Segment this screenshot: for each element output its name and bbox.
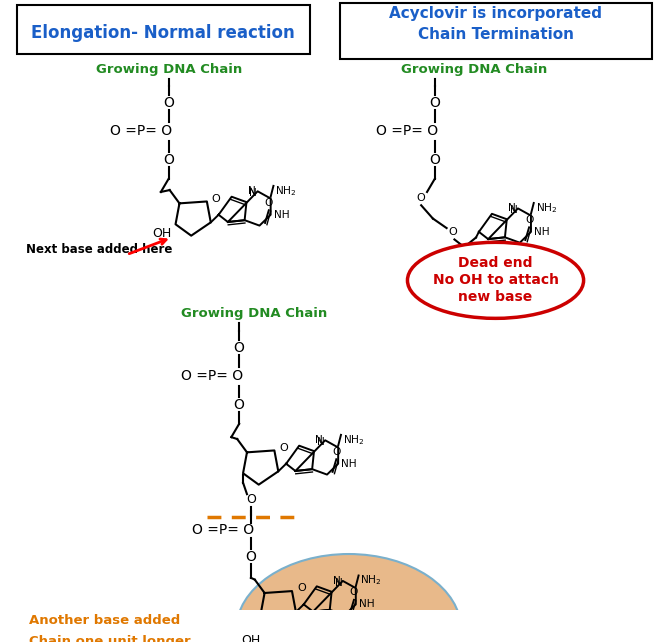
Text: Growing DNA Chain: Growing DNA Chain bbox=[181, 307, 327, 320]
Text: NH: NH bbox=[359, 600, 374, 609]
Text: NH$_2$: NH$_2$ bbox=[275, 184, 297, 198]
Text: Next base added here: Next base added here bbox=[26, 243, 172, 256]
Text: O: O bbox=[212, 194, 221, 204]
Text: O: O bbox=[265, 198, 273, 207]
Text: Another base added: Another base added bbox=[29, 614, 180, 627]
Text: O: O bbox=[163, 96, 174, 110]
Text: NH: NH bbox=[341, 459, 357, 469]
Text: N: N bbox=[317, 437, 325, 447]
Text: N: N bbox=[315, 435, 323, 446]
Text: O: O bbox=[448, 227, 457, 237]
Text: N: N bbox=[248, 186, 256, 196]
FancyBboxPatch shape bbox=[17, 4, 309, 54]
Text: O: O bbox=[279, 442, 288, 453]
Text: NH: NH bbox=[534, 227, 549, 237]
Text: N: N bbox=[509, 204, 516, 213]
FancyBboxPatch shape bbox=[340, 3, 652, 59]
Ellipse shape bbox=[407, 242, 583, 318]
Text: O: O bbox=[234, 341, 244, 355]
Text: Dead end: Dead end bbox=[459, 256, 533, 270]
Text: new base: new base bbox=[459, 290, 533, 304]
Text: Elongation- Normal reaction: Elongation- Normal reaction bbox=[31, 24, 295, 42]
Text: O: O bbox=[163, 153, 174, 167]
Text: NH: NH bbox=[273, 210, 289, 220]
Text: N: N bbox=[333, 576, 341, 586]
Ellipse shape bbox=[237, 554, 461, 642]
Text: O: O bbox=[332, 447, 340, 456]
Text: O: O bbox=[246, 550, 256, 564]
Text: O: O bbox=[297, 583, 306, 593]
Text: Chain one unit longer: Chain one unit longer bbox=[29, 635, 191, 642]
Text: Growing DNA Chain: Growing DNA Chain bbox=[401, 63, 547, 76]
Text: OH: OH bbox=[152, 227, 171, 240]
Text: O =P= O: O =P= O bbox=[193, 523, 254, 537]
Text: O: O bbox=[430, 96, 440, 110]
Text: N: N bbox=[334, 578, 342, 588]
Text: OH: OH bbox=[241, 634, 261, 642]
Text: No OH to attach: No OH to attach bbox=[432, 273, 558, 288]
Text: N: N bbox=[250, 188, 257, 198]
Text: O: O bbox=[417, 193, 426, 203]
Text: O: O bbox=[350, 587, 358, 597]
Text: NH$_2$: NH$_2$ bbox=[535, 201, 557, 215]
Text: O: O bbox=[430, 153, 440, 167]
Text: O: O bbox=[234, 398, 244, 412]
Text: O =P= O: O =P= O bbox=[376, 124, 438, 138]
Text: O: O bbox=[246, 493, 256, 507]
Text: NH$_2$: NH$_2$ bbox=[343, 433, 364, 447]
Text: O =P= O: O =P= O bbox=[181, 369, 243, 383]
Text: Acyclovir is incorporated
Chain Termination: Acyclovir is incorporated Chain Terminat… bbox=[389, 6, 602, 42]
Text: O: O bbox=[525, 214, 533, 225]
Text: O =P= O: O =P= O bbox=[110, 124, 172, 138]
Text: NH$_2$: NH$_2$ bbox=[361, 574, 382, 587]
Text: N: N bbox=[510, 205, 518, 216]
Text: Growing DNA Chain: Growing DNA Chain bbox=[95, 63, 242, 76]
